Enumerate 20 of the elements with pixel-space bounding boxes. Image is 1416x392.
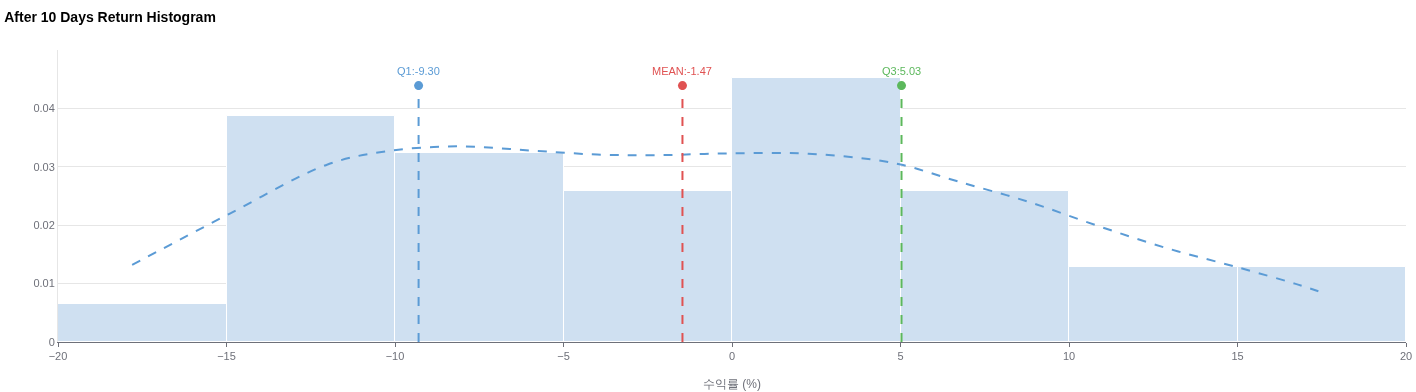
y-tick-label: 0.01: [33, 277, 55, 290]
x-tick-label: 20: [1399, 350, 1413, 363]
ref-line-label: Q1:-9.30: [397, 65, 440, 77]
y-tick-label: 0.02: [33, 219, 55, 232]
ref-line-label: MEAN:-1.47: [652, 65, 712, 77]
x-tick-label: −15: [217, 350, 236, 363]
x-tick-label: 0: [728, 350, 736, 363]
x-tick-label: −10: [385, 350, 405, 363]
ref-line-label: Q3:5.03: [882, 65, 922, 77]
x-tick-label: −20: [48, 350, 68, 363]
x-tick-label: 15: [1231, 350, 1244, 363]
chart-title: After 10 Days Return Histogram: [4, 8, 216, 25]
x-tick-label: 10: [1062, 350, 1076, 363]
y-tick-label: 0.04: [33, 102, 55, 115]
x-tick-label: 5: [897, 350, 904, 363]
x-tick-label: −5: [557, 350, 570, 363]
line-series: [131, 145, 1320, 293]
x-axis-title: 수익률 (%): [703, 377, 761, 391]
y-tick-label: 0: [48, 335, 55, 348]
y-tick-label: 0.03: [33, 160, 55, 173]
